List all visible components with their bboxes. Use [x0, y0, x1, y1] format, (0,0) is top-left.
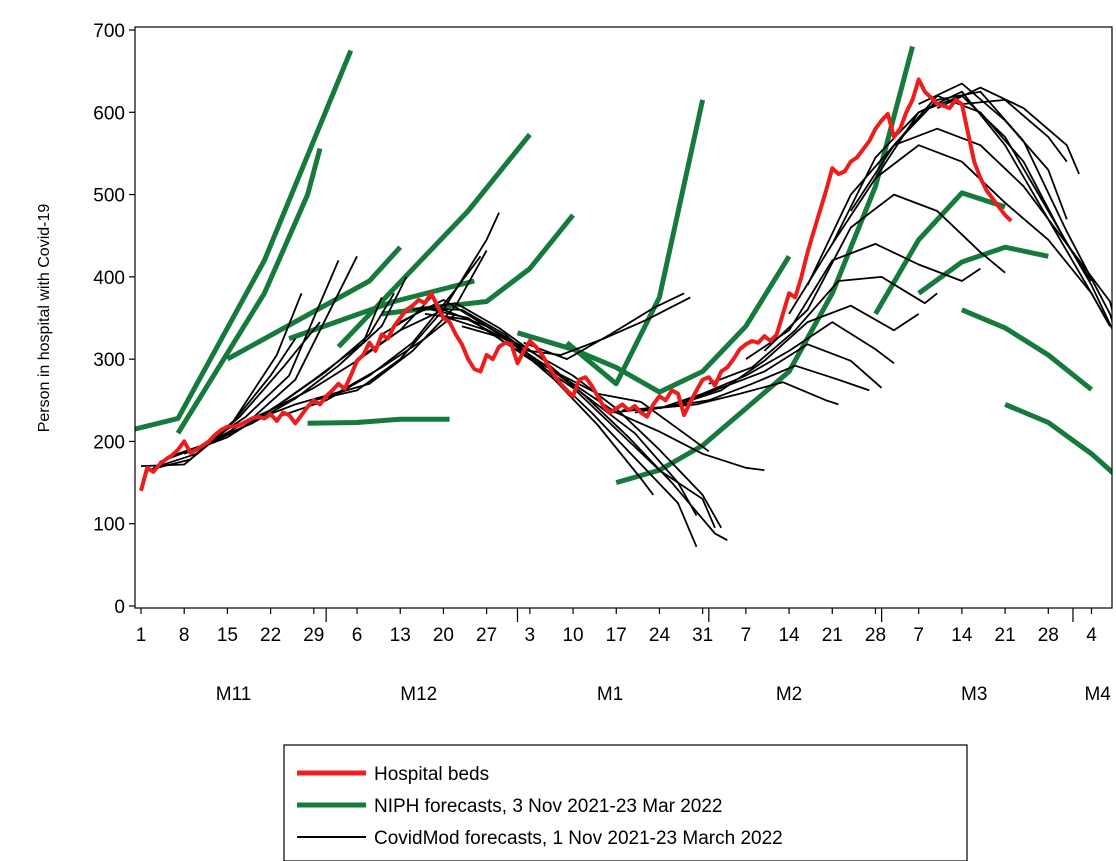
x-tick-label: 14: [778, 625, 800, 646]
x-tick-label: 22: [260, 625, 281, 646]
covidmod-forecast-line: [918, 82, 1068, 220]
covidmod-forecast-line: [677, 304, 920, 406]
niph-forecast-line: [565, 99, 706, 387]
x-month-label: M2: [776, 684, 802, 705]
covidmod-forecast-line: [745, 243, 981, 360]
plot-frame: [134, 26, 1113, 609]
y-tick-label: 0: [114, 597, 125, 618]
niph-forecast-line: [175, 147, 323, 435]
y-tick-label: 400: [93, 268, 125, 289]
x-tick-label: 28: [865, 625, 886, 646]
covidmod-forecast-line: [227, 296, 432, 430]
x-tick-label: 21: [822, 625, 843, 646]
covidmod-forecast-line: [424, 313, 655, 496]
covidmod-forecast-line: [893, 94, 1093, 282]
x-month-label: M11: [216, 684, 252, 705]
legend-niph-label: NIPH forecasts, 3 Nov 2021-23 Mar 2022: [374, 796, 723, 817]
plot-area: [135, 45, 1112, 548]
x-month-label: M12: [400, 684, 437, 705]
y-axis: 0 100 200 300 400 500 600 700: [93, 21, 135, 618]
x-month-label: M1: [597, 684, 623, 705]
x-tick-label: 24: [649, 625, 671, 646]
niph-forecast-line: [336, 132, 532, 349]
covidmod-forecast-line: [153, 321, 321, 469]
x-month-label: M4: [1084, 684, 1111, 705]
y-tick-label: 600: [93, 103, 125, 124]
x-tick-label: 10: [562, 625, 583, 646]
x-month-label: M3: [961, 684, 987, 705]
covidmod-forecast-line: [313, 212, 500, 402]
legend-box: [283, 744, 968, 861]
niph-forecast-line: [1004, 402, 1112, 476]
covidmod-forecast-line: [874, 90, 1111, 327]
hospital-beds-line: [139, 77, 1013, 492]
covidmod-forecast-line: [961, 99, 1068, 163]
covidmod-forecast-line: [763, 193, 1006, 352]
covidmod-forecast-line: [936, 86, 1080, 175]
x-tick-label: 15: [217, 625, 238, 646]
covidmod-forecast-line: [659, 321, 895, 410]
y-tick-label: 100: [93, 515, 125, 536]
covidmod-forecast-line: [325, 250, 488, 398]
y-tick-label: 200: [93, 432, 125, 453]
x-axis: 1 8 15 22 29 6 13 20 27 3 10 17 24 31 7 14 21 28 7 14 21 28 4 M…: [136, 608, 1111, 705]
x-tick-label: 6: [352, 625, 363, 646]
x-tick-label: 29: [303, 625, 324, 646]
covidmod-forecast-line: [461, 325, 698, 516]
x-tick-label: 3: [525, 625, 536, 646]
y-tick-label: 500: [93, 186, 125, 207]
x-tick-label: 1: [136, 625, 147, 646]
x-tick-label: 14: [951, 625, 973, 646]
x-tick-label: 28: [1038, 625, 1059, 646]
niph-forecast-line: [135, 49, 354, 432]
covidmod-forecast-line: [251, 313, 457, 422]
covidmod-forecast-line: [399, 299, 722, 529]
y-tick-label: 700: [93, 21, 125, 42]
x-tick-label: 8: [179, 625, 190, 646]
x-tick-label: 21: [995, 625, 1016, 646]
y-tick-label: 300: [93, 350, 125, 371]
niph-forecast-line: [307, 416, 450, 426]
series-group: [135, 45, 1112, 548]
x-tick-label: 4: [1086, 625, 1097, 646]
covidmod-forecast-line: [196, 292, 395, 451]
covidmod-forecast-line: [708, 276, 938, 385]
niph-forecast-line: [226, 245, 403, 362]
covidmod-forecast-line: [523, 292, 685, 360]
x-tick-label: 20: [433, 625, 454, 646]
niph-forecast-line: [960, 307, 1094, 392]
x-tick-label: 7: [741, 625, 752, 646]
covidmod-forecast-line: [788, 144, 1111, 327]
niph-forecast-line: [615, 45, 915, 486]
y-axis-title: Person in hospital with Covid-19: [36, 204, 53, 433]
legend: Hospital beds NIPH forecasts, 3 Nov 2021…: [283, 744, 968, 861]
x-tick-label: 17: [606, 625, 627, 646]
niph-forecast-line: [873, 190, 1006, 316]
covidmod-forecast-line: [356, 308, 765, 472]
x-tick-label: 7: [913, 625, 924, 646]
covidmod-forecast-line: [208, 276, 408, 443]
x-tick-label: 27: [476, 625, 497, 646]
x-tick-label: 31: [692, 625, 713, 646]
x-tick-label: 13: [390, 625, 411, 646]
legend-hospital-label: Hospital beds: [374, 764, 489, 785]
legend-covidmod-label: CovidMod forecasts, 1 Nov 2021-23 March …: [374, 828, 783, 849]
